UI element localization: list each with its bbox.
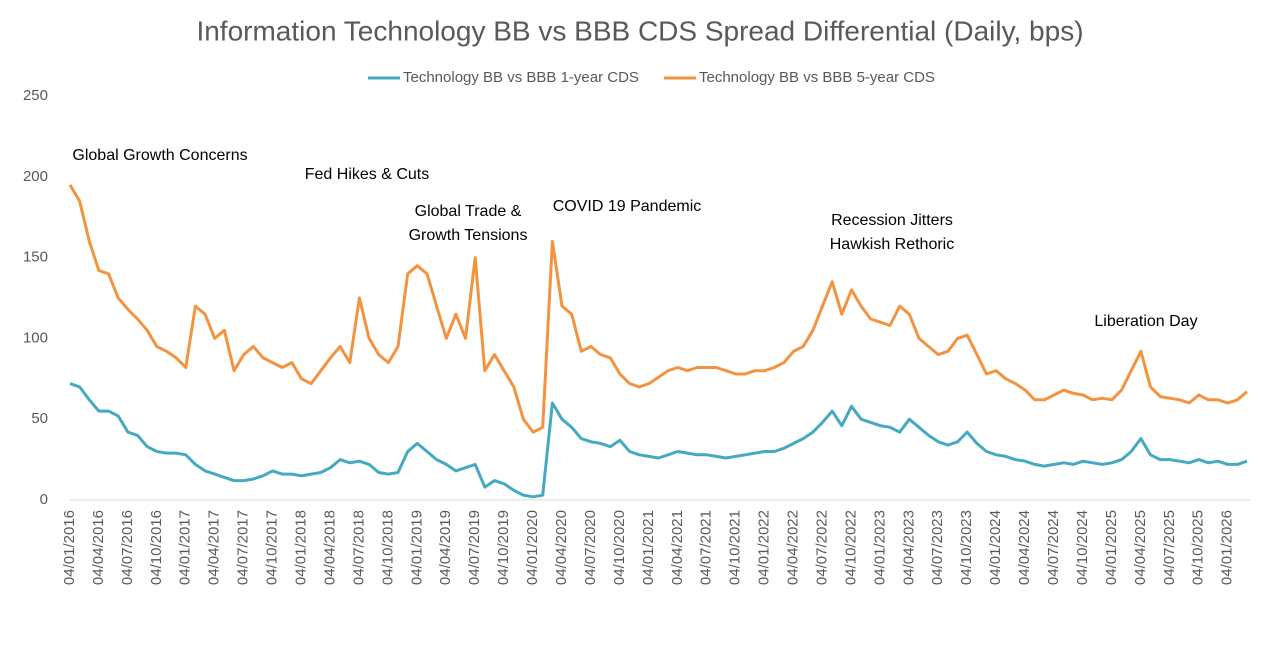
x-tick-label: 04/10/2021 (727, 510, 744, 585)
series-line (69, 382, 1248, 499)
x-tick-label: 04/04/2025 (1132, 510, 1149, 585)
x-tick-label: 04/07/2018 (350, 510, 367, 585)
x-tick-label: 04/07/2021 (698, 510, 715, 585)
x-tick-label: 04/04/2016 (90, 510, 107, 585)
legend-label: Technology BB vs BBB 5-year CDS (699, 69, 935, 86)
x-tick-label: 04/10/2025 (1190, 510, 1207, 585)
chart-title: Information Technology BB vs BBB CDS Spr… (196, 15, 1083, 46)
annotation: Fed Hikes & Cuts (305, 166, 429, 183)
x-tick-label: 04/07/2023 (929, 510, 946, 585)
x-tick-label: 04/01/2023 (871, 510, 888, 585)
x-tick-label: 04/01/2026 (1219, 510, 1236, 585)
x-tick-label: 04/01/2019 (408, 510, 425, 585)
x-tick-label: 04/04/2017 (206, 510, 223, 585)
x-tick-label: 04/10/2022 (842, 510, 859, 585)
x-tick-label: 04/07/2022 (813, 510, 830, 585)
x-tick-label: 04/01/2025 (1103, 510, 1120, 585)
x-tick-label: 04/01/2024 (987, 510, 1004, 585)
x-tick-label: 04/10/2018 (379, 510, 396, 585)
x-tick-label: 04/10/2023 (958, 510, 975, 585)
annotation: Hawkish Rethoric (830, 236, 954, 253)
annotation: COVID 19 Pandemic (553, 198, 702, 215)
x-tick-label: 04/04/2022 (785, 510, 802, 585)
x-tick-label: 04/10/2024 (1074, 510, 1091, 585)
x-tick-label: 04/04/2019 (437, 510, 454, 585)
x-tick-label: 04/04/2020 (553, 510, 570, 585)
annotation: Recession Jitters (831, 212, 953, 229)
x-tick-label: 04/07/2016 (119, 510, 136, 585)
series-line (68, 184, 1248, 434)
x-tick-label: 04/07/2024 (1045, 510, 1062, 585)
annotation: Liberation Day (1094, 313, 1197, 330)
legend-label: Technology BB vs BBB 1-year CDS (403, 69, 639, 86)
x-tick-label: 04/07/2017 (235, 510, 252, 585)
x-tick-label: 04/07/2025 (1161, 510, 1178, 585)
x-tick-label: 04/01/2022 (756, 510, 773, 585)
x-tick-label: 04/10/2019 (495, 510, 512, 585)
x-tick-label: 04/01/2017 (177, 510, 194, 585)
x-tick-label: 04/04/2018 (321, 510, 338, 585)
y-tick-label: 200 (23, 168, 48, 185)
x-tick-label: 04/10/2016 (148, 510, 165, 585)
x-tick-label: 04/10/2020 (611, 510, 628, 585)
x-tick-label: 04/01/2021 (640, 510, 657, 585)
x-tick-label: 04/01/2018 (293, 510, 310, 585)
annotation: Global Trade & (415, 203, 522, 220)
y-tick-label: 250 (23, 87, 48, 104)
annotation: Growth Tensions (409, 227, 528, 244)
x-tick-label: 04/07/2020 (582, 510, 599, 585)
y-tick-label: 150 (23, 249, 48, 266)
annotation: Global Growth Concerns (72, 147, 247, 164)
x-tick-label: 04/01/2020 (524, 510, 541, 585)
y-tick-label: 0 (40, 491, 48, 508)
y-tick-label: 100 (23, 329, 48, 346)
x-tick-label: 04/10/2017 (264, 510, 281, 585)
x-tick-label: 04/04/2023 (900, 510, 917, 585)
y-tick-label: 50 (31, 410, 48, 427)
x-tick-label: 04/04/2024 (1016, 510, 1033, 585)
x-tick-label: 04/04/2021 (669, 510, 686, 585)
x-tick-label: 04/01/2016 (61, 510, 78, 585)
x-tick-label: 04/07/2019 (466, 510, 483, 585)
